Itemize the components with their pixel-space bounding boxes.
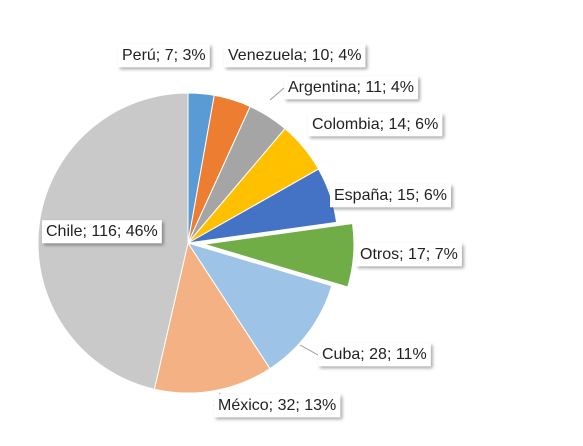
data-label: Chile; 116; 46% <box>42 220 162 244</box>
data-label-text: Venezuela; 10; 4% <box>228 47 361 64</box>
label-box <box>284 76 419 100</box>
data-label: Argentina; 11; 4% <box>269 76 419 101</box>
label-box <box>330 184 451 208</box>
data-label-text: México; 32; 13% <box>218 397 336 414</box>
data-label-text: Otros; 17; 7% <box>360 246 458 263</box>
leader-line <box>299 344 319 356</box>
label-box <box>308 113 443 137</box>
data-label-text: Chile; 116; 46% <box>46 223 158 240</box>
label-box <box>42 220 162 244</box>
data-label-text: España; 15; 6% <box>334 187 447 204</box>
label-box <box>214 394 341 418</box>
data-label: Perú; 7; 3% <box>118 44 210 68</box>
data-label: México; 32; 13% <box>213 392 341 418</box>
data-label: Colombia; 14; 6% <box>308 113 443 137</box>
data-label-text: Argentina; 11; 4% <box>288 79 414 96</box>
label-box <box>356 243 462 267</box>
leader-line <box>269 87 285 101</box>
label-box <box>118 44 210 68</box>
data-label: España; 15; 6% <box>330 184 451 208</box>
data-label: Cuba; 28; 11% <box>299 343 431 367</box>
slice <box>186 242 333 370</box>
slice <box>153 241 271 394</box>
data-label-text: Colombia; 14; 6% <box>312 116 438 133</box>
label-box <box>224 44 366 68</box>
slice <box>203 222 355 288</box>
data-label: Venezuela; 10; 4% <box>224 44 366 68</box>
data-label-text: Cuba; 28; 11% <box>322 346 427 363</box>
data-label: Otros; 17; 7% <box>356 243 462 267</box>
label-box <box>318 343 431 367</box>
data-label-text: Perú; 7; 3% <box>122 47 206 64</box>
